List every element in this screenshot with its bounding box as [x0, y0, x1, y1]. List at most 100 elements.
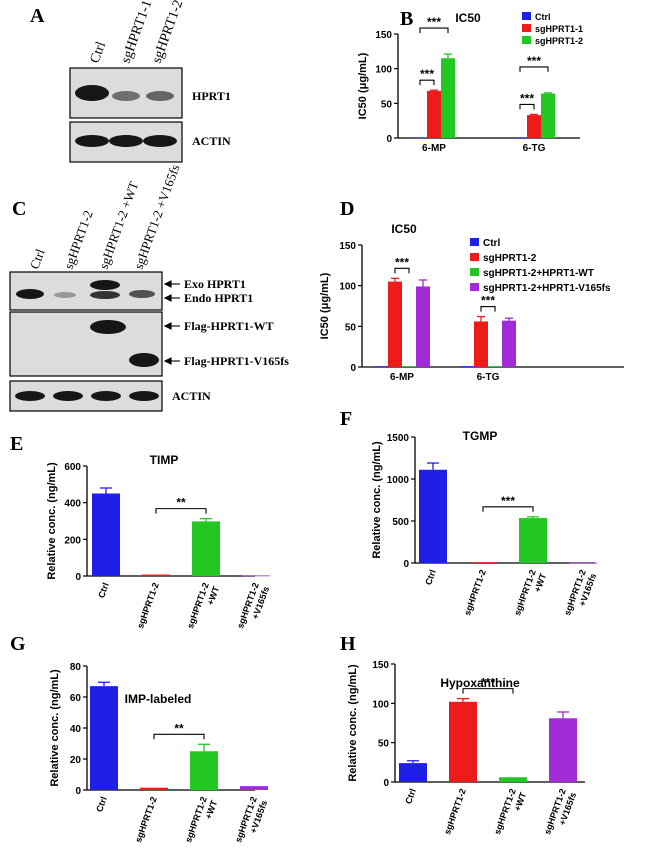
- bar-g: [90, 686, 118, 790]
- bar-d: [388, 281, 402, 367]
- x-tick-label: 6-MP: [390, 372, 414, 383]
- y-tick-label: 60: [70, 693, 82, 704]
- bar-d: [474, 321, 488, 367]
- blot-label-actin-a: ACTIN: [192, 134, 231, 148]
- significance-bracket: [419, 79, 435, 86]
- y-tick-label: 40: [70, 724, 82, 735]
- y-tick-label: 0: [403, 559, 409, 570]
- legend-swatch: [470, 238, 479, 246]
- x-tick-label-line: Ctrl: [96, 581, 111, 599]
- y-tick-label: 0: [75, 786, 81, 797]
- significance-label: **: [176, 496, 186, 510]
- bar-b: [527, 115, 541, 138]
- bar-g: [140, 787, 168, 790]
- x-tick-label-line: sgHPRT1-2: [133, 795, 159, 844]
- y-tick-label: 150: [372, 660, 389, 671]
- bar-b: [441, 58, 455, 139]
- y-tick-label: 0: [383, 778, 389, 789]
- band-actin-c-3: [91, 391, 121, 401]
- chart-title: TIMP: [150, 453, 179, 467]
- x-tick-label: sgHPRT1-2: [442, 787, 468, 836]
- panel-a-label: A: [30, 5, 45, 27]
- y-tick-label: 1000: [387, 475, 410, 486]
- bar-e: [92, 493, 120, 576]
- x-tick-label: sgHPRT1-2+V165fs: [233, 795, 269, 847]
- x-tick-label: Ctrl: [94, 795, 109, 813]
- band-hprt1-sghprt1-1: [112, 91, 140, 101]
- x-tick-label: sgHPRT1-2+V165fs: [562, 568, 598, 620]
- y-tick-label: 0: [386, 134, 392, 145]
- chart-title: IC50: [455, 11, 481, 25]
- bar-d: [502, 320, 516, 367]
- y-tick-label: 1500: [387, 433, 410, 444]
- legend-swatch: [522, 24, 531, 32]
- panel-label-f: F: [340, 408, 352, 430]
- legend-swatch: [522, 36, 531, 44]
- bar-d: [488, 366, 502, 367]
- x-tick-label: Ctrl: [403, 787, 418, 805]
- band-flag-wt: [90, 320, 126, 334]
- arrow-label-flag-wt: Flag-HPRT1-WT: [184, 319, 274, 333]
- x-tick-label: 6-TG: [477, 372, 500, 383]
- significance-label: ***: [481, 294, 495, 308]
- x-tick-label: sgHPRT1-2+WT: [512, 568, 548, 621]
- band-hprt1-ctrl: [75, 85, 109, 101]
- legend-label: sgHPRT1-2+HPRT1-WT: [483, 268, 594, 279]
- legend-swatch: [470, 283, 479, 291]
- y-tick-label: 200: [64, 535, 81, 546]
- x-tick-label: sgHPRT1-2+WT: [183, 795, 219, 848]
- significance-bracket: [482, 506, 534, 512]
- lane-label-c-v165fs: sgHPRT1-2 +V165fs: [131, 162, 183, 271]
- x-tick-label: sgHPRT1-2+WT: [492, 787, 528, 840]
- legend-label: Ctrl: [535, 12, 551, 22]
- x-tick-label-line: sgHPRT1-2: [512, 568, 538, 617]
- x-tick-label-line: sgHPRT1-2: [183, 795, 209, 844]
- significance-label: ***: [527, 54, 541, 68]
- lane-label-sghprt1-1: sgHPRT1-1: [119, 0, 156, 65]
- chart-d: D IC50 0 50 100 150 IC50 (μg/mL) 6-MP 6-TG *** ***…: [319, 198, 624, 383]
- chart-title: IC50: [391, 222, 417, 236]
- significance-bracket: [519, 103, 535, 110]
- y-axis-label: Relative conc. (ng/mL): [46, 462, 58, 580]
- x-tick-label-line: sgHPRT1-2: [492, 787, 518, 836]
- y-tick-label: 100: [375, 65, 392, 76]
- x-tick-label-line: sgHPRT1-2: [135, 581, 161, 630]
- significance-bracket: [519, 66, 549, 72]
- significance-bracket: [153, 733, 205, 740]
- panel-label-h: H: [340, 633, 356, 655]
- y-axis-label: Relative conc. (ng/mL): [49, 669, 61, 787]
- blot-arrows: [163, 280, 180, 365]
- legend-swatch: [522, 12, 531, 20]
- significance-label: ***: [501, 494, 515, 508]
- y-tick-label: 100: [339, 282, 356, 293]
- chart-title: TGMP: [463, 429, 498, 443]
- bar-h: [399, 763, 427, 782]
- x-tick-label-line: Ctrl: [423, 568, 438, 586]
- chart-title: Hypoxanthine: [440, 676, 520, 690]
- band-actin-a-ctrl: [75, 135, 109, 147]
- band-hprt1-sghprt1-2: [146, 91, 174, 101]
- lane-label-c-sghprt1-2: sgHPRT1-2: [61, 208, 96, 271]
- y-tick-label: 150: [375, 30, 392, 41]
- y-tick-label: 0: [350, 363, 356, 374]
- chart-h: H Hypoxanthine 0 50 100 150 Relative conc. (ng…: [340, 633, 585, 840]
- y-tick-label: 500: [392, 517, 409, 528]
- bar-d: [460, 366, 474, 367]
- band-actin-c-2: [53, 391, 83, 401]
- y-tick-label: 600: [64, 462, 81, 473]
- bar-e: [192, 521, 220, 576]
- x-tick-label: sgHPRT1-2+V165fs: [542, 787, 578, 839]
- x-tick-label: Ctrl: [423, 568, 438, 586]
- band-actin-a-sghprt1-2: [143, 135, 177, 147]
- legend-swatch: [470, 268, 479, 276]
- x-tick-label: sgHPRT1-2: [462, 568, 488, 617]
- bar-d: [374, 366, 388, 367]
- significance-label: ***: [420, 67, 434, 81]
- bar-b: [513, 137, 527, 139]
- y-tick-label: 50: [381, 99, 393, 110]
- legend-label: sgHPRT1-1: [535, 24, 583, 34]
- panel-a-western-blot: A Ctrl sgHPRT1-1 sgHPRT1-2 HPRT1 ACTIN: [30, 0, 231, 163]
- panel-c-label: C: [12, 198, 26, 220]
- significance-label: **: [174, 721, 184, 735]
